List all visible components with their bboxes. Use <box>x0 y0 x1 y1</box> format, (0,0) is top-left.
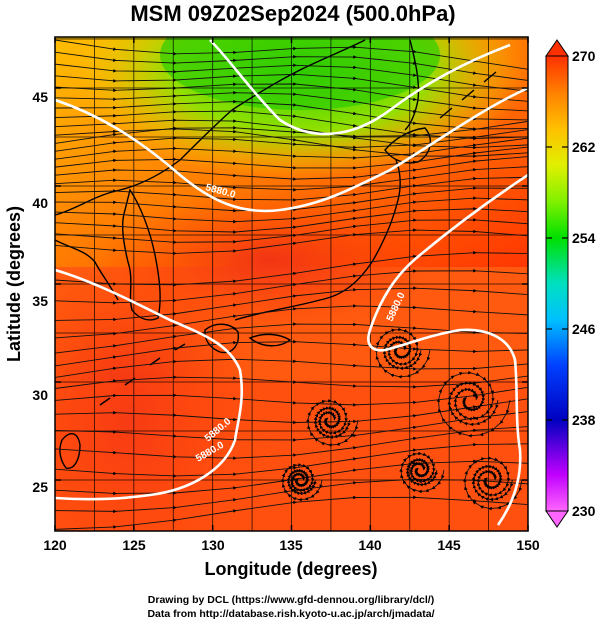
x-axis-label: Longitude (degrees) <box>204 559 377 579</box>
plot-area: 5880.0 5880.0 5880.0 5880.0 <box>55 37 528 531</box>
streamlines <box>55 39 528 530</box>
streamline <box>447 381 499 427</box>
coastline-taiwan <box>59 433 81 469</box>
y-tick-label: 35 <box>32 293 48 309</box>
x-tick-label: 120 <box>43 537 67 553</box>
colorbar: 270 262 254 246 238 230 <box>545 39 596 528</box>
x-tick-label: 130 <box>201 537 225 553</box>
streamline <box>55 357 528 378</box>
contour-line-west <box>55 268 244 501</box>
contour-line-east <box>367 173 528 526</box>
x-tick-label: 140 <box>358 537 382 553</box>
x-tick-labels: 120 125 130 135 140 145 150 <box>43 537 540 553</box>
streamline <box>55 339 528 367</box>
x-tick-label: 145 <box>437 537 461 553</box>
contour-5880 <box>55 39 528 526</box>
y-tick-label: 40 <box>32 195 48 211</box>
colorbar-tick-label: 262 <box>572 139 596 155</box>
streamline <box>382 335 423 371</box>
x-tick-label: 125 <box>122 537 146 553</box>
y-tick-label: 25 <box>32 479 48 495</box>
streamline <box>55 120 528 144</box>
colorbar-top-arrow <box>545 39 569 57</box>
x-tick-label: 150 <box>516 537 540 553</box>
streamline <box>405 457 439 487</box>
streamline <box>286 468 317 496</box>
streamline <box>471 464 514 502</box>
y-tick-labels: 25 30 35 40 45 <box>32 89 48 495</box>
y-axis-label: Latitude (degrees) <box>4 206 24 362</box>
streamline <box>313 406 351 439</box>
colorbar-tick-label: 254 <box>572 230 596 246</box>
contour-line-north <box>55 86 528 213</box>
coastline-china-east <box>55 239 119 301</box>
credit-line-1: Drawing by DCL (https://www.gfd-dennou.o… <box>148 594 434 606</box>
colorbar-tick-label: 270 <box>572 48 596 64</box>
axis-ticks <box>54 37 529 531</box>
y-tick-label: 30 <box>32 387 48 403</box>
colorbar-bottom-arrow <box>545 510 569 528</box>
streamline <box>55 495 528 530</box>
colorbar-gradient <box>545 55 569 512</box>
x-tick-label: 135 <box>279 537 303 553</box>
y-tick-label: 45 <box>32 89 48 105</box>
colorbar-tick-label: 246 <box>572 321 596 337</box>
colorbar-tick-label: 238 <box>572 412 596 428</box>
chart-title: MSM 09Z02Sep2024 (500.0hPa) <box>130 1 455 26</box>
credit-line-2: Data from http://database.rish.kyoto-u.a… <box>147 608 434 620</box>
colorbar-tick-label: 230 <box>572 503 596 519</box>
contour-line-upper-north <box>209 39 511 136</box>
